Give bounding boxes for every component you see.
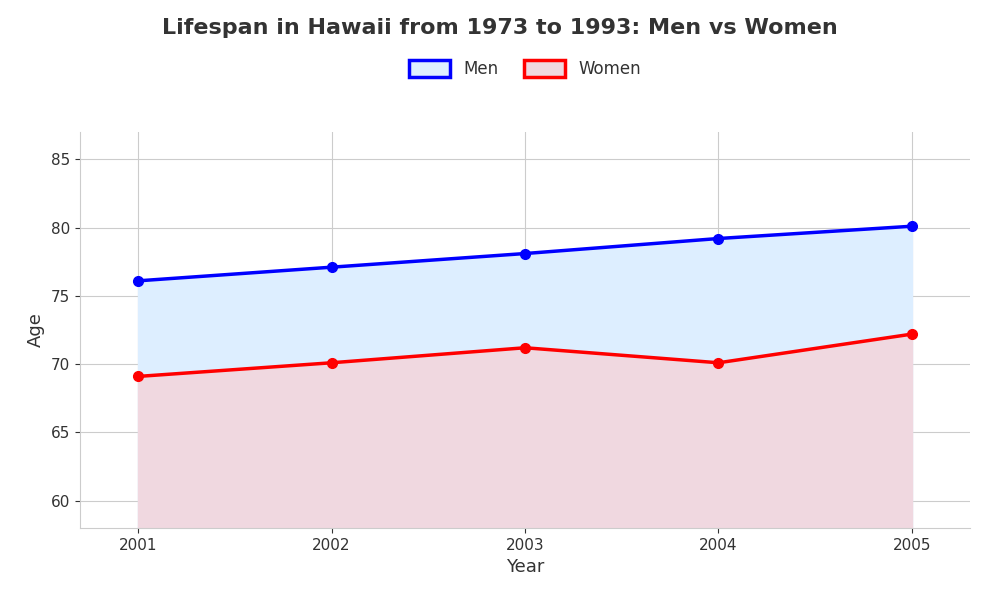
Text: Lifespan in Hawaii from 1973 to 1993: Men vs Women: Lifespan in Hawaii from 1973 to 1993: Me…	[162, 18, 838, 38]
Y-axis label: Age: Age	[27, 313, 45, 347]
Legend: Men, Women: Men, Women	[402, 53, 648, 85]
X-axis label: Year: Year	[506, 558, 544, 576]
